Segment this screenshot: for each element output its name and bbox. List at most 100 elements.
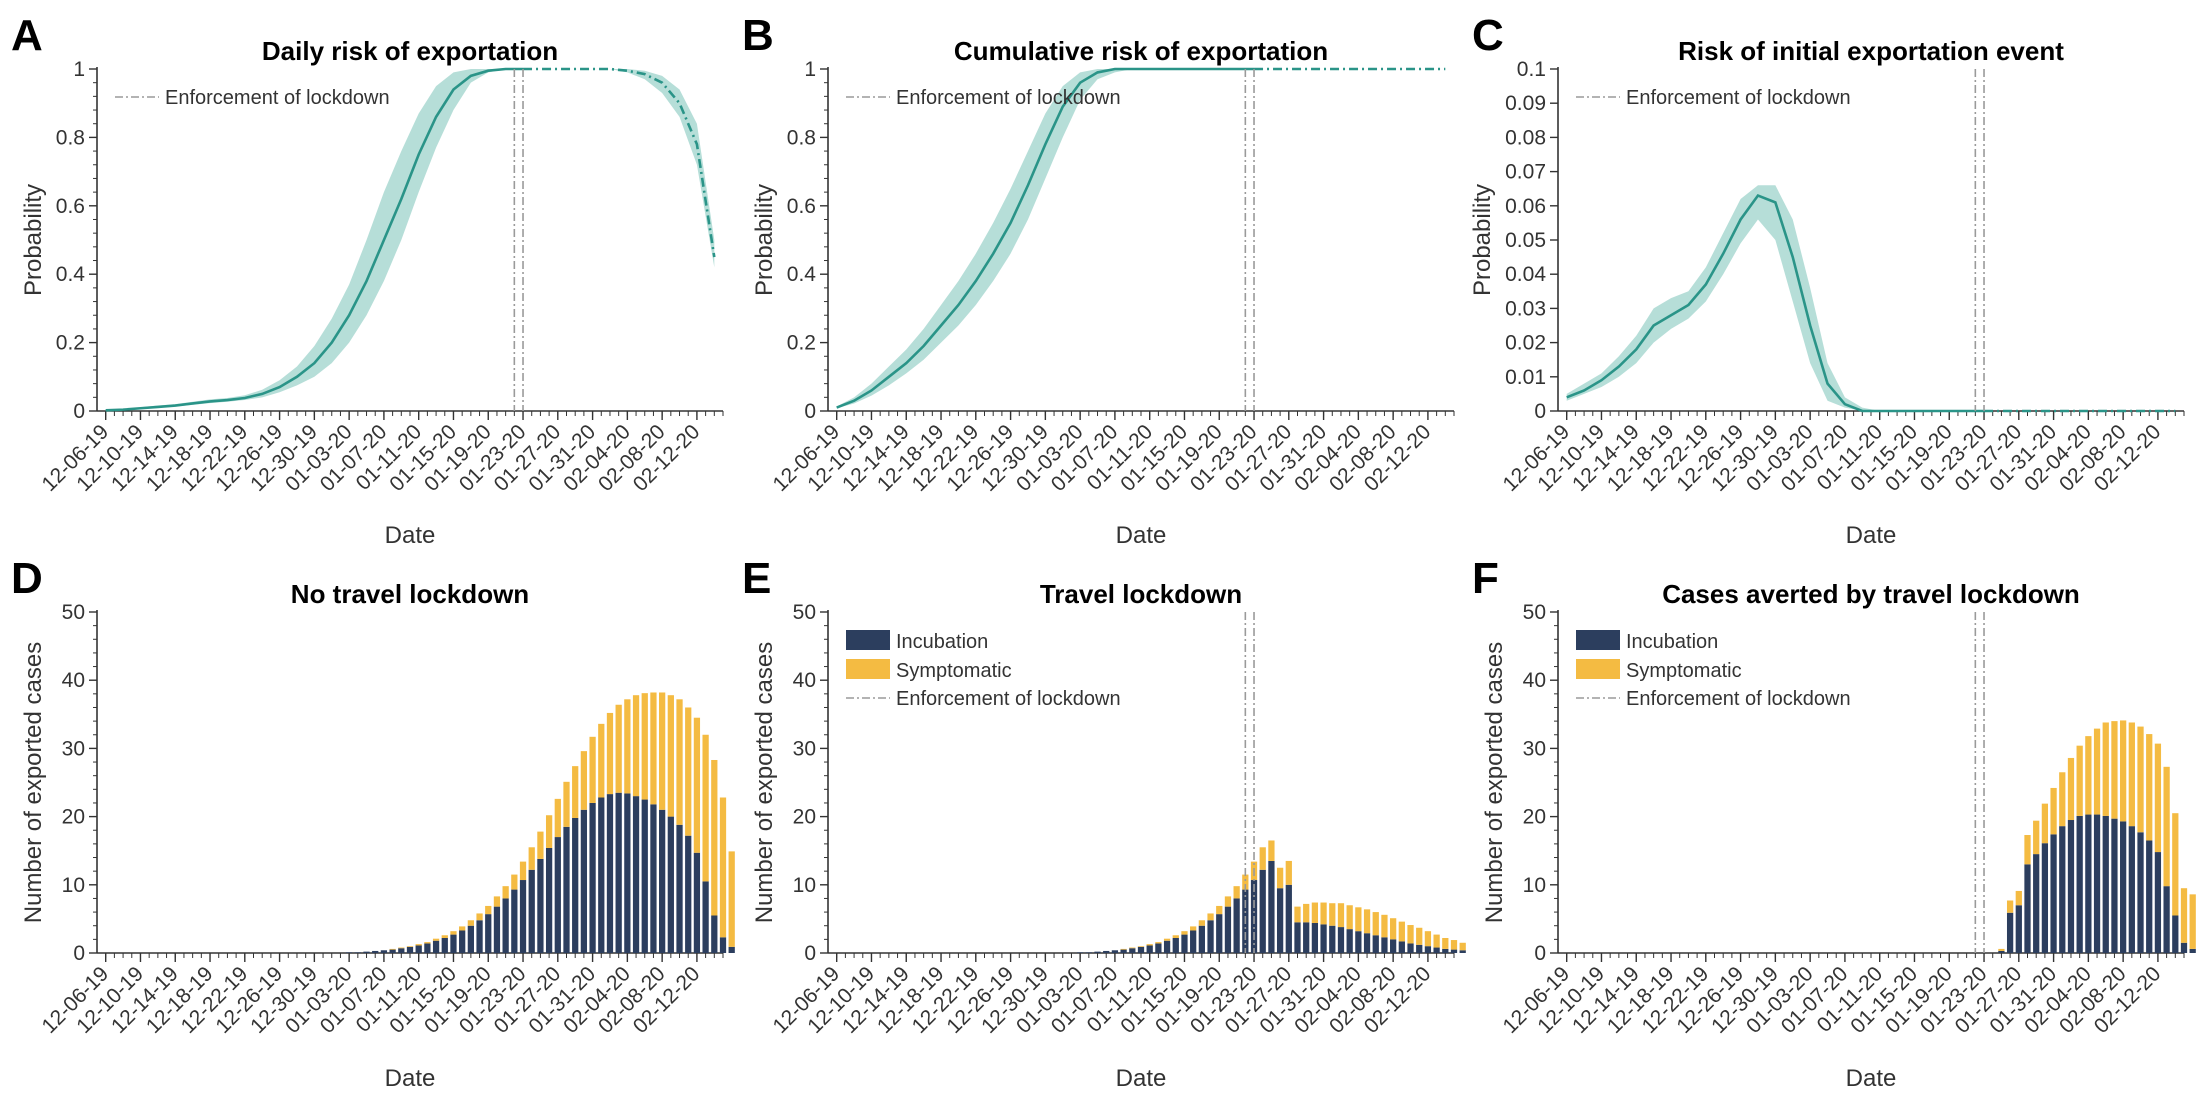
bar-symptomatic bbox=[1450, 940, 1458, 950]
bar-incubation bbox=[2059, 826, 2066, 953]
bar-incubation bbox=[2137, 832, 2144, 953]
bar-symptomatic bbox=[1346, 905, 1353, 930]
bar-incubation bbox=[1459, 950, 1466, 953]
bar-incubation bbox=[1355, 931, 1362, 953]
bar-incubation bbox=[1259, 869, 1266, 953]
bar-incubation bbox=[1416, 944, 1423, 953]
y-tick-label: 0.4 bbox=[56, 263, 86, 286]
bar-incubation bbox=[1329, 925, 1336, 953]
bar-symptomatic bbox=[415, 944, 422, 946]
bar-symptomatic bbox=[632, 695, 640, 797]
bar-incubation bbox=[2041, 843, 2049, 953]
bar-symptomatic bbox=[1363, 909, 1371, 934]
bar-symptomatic bbox=[1198, 920, 1205, 926]
bar-symptomatic bbox=[528, 847, 535, 870]
y-tick-label: 10 bbox=[1523, 874, 1546, 897]
bar-incubation bbox=[1998, 950, 2005, 953]
y-tick-label: 0.06 bbox=[1505, 195, 1546, 218]
y-tick-label: 0 bbox=[804, 942, 816, 965]
bar-incubation bbox=[2085, 814, 2092, 953]
bar-symptomatic bbox=[1207, 913, 1214, 921]
bar-incubation bbox=[545, 847, 553, 953]
bar-incubation bbox=[719, 937, 727, 953]
panel-f: F Cases averted by travel lockdown 0 10 20 30… bbox=[1472, 554, 2196, 1092]
y-tick-label: 30 bbox=[62, 737, 85, 760]
bar-symptomatic bbox=[1381, 914, 1388, 938]
bar-incubation bbox=[424, 943, 431, 953]
y-axis-label: Number of exported cases bbox=[751, 642, 778, 923]
bar-symptomatic bbox=[2093, 728, 2101, 815]
bar-incubation bbox=[1433, 947, 1440, 953]
bar-incubation bbox=[346, 952, 353, 953]
bar-incubation bbox=[1381, 937, 1388, 953]
bar-incubation bbox=[1294, 922, 1301, 953]
bar-incubation bbox=[2093, 814, 2101, 953]
x-axis-label: Date bbox=[1846, 1065, 1897, 1092]
bar-incubation bbox=[1276, 888, 1284, 953]
bar-incubation bbox=[1442, 948, 1449, 953]
bar-incubation bbox=[1233, 898, 1240, 953]
bar-symptomatic bbox=[2189, 894, 2196, 949]
bar-incubation bbox=[1346, 929, 1353, 953]
bar-symptomatic bbox=[1424, 931, 1432, 947]
bar-incubation bbox=[1337, 927, 1345, 953]
bar-symptomatic bbox=[1390, 918, 1397, 940]
panel-letter: E bbox=[742, 554, 771, 603]
bar-incubation bbox=[624, 793, 631, 953]
bar-incubation bbox=[2050, 834, 2057, 953]
bar-incubation bbox=[432, 940, 440, 953]
bar-symptomatic bbox=[1190, 926, 1197, 931]
bar-incubation bbox=[2015, 905, 2022, 953]
y-tick-label: 0.09 bbox=[1505, 92, 1546, 115]
bar-symptomatic bbox=[2050, 787, 2057, 835]
bar-symptomatic bbox=[398, 947, 405, 949]
chart-title: Cumulative risk of exportation bbox=[954, 36, 1328, 66]
bar-incubation bbox=[606, 794, 614, 953]
bar-incubation bbox=[1268, 860, 1275, 953]
bar-incubation bbox=[598, 797, 605, 953]
bar-incubation bbox=[1390, 939, 1397, 953]
bar-symptomatic bbox=[1163, 938, 1171, 941]
legend-label: Incubation bbox=[896, 631, 988, 653]
x-axis-label: Date bbox=[385, 522, 436, 549]
bar-symptomatic bbox=[502, 886, 509, 899]
y-tick-label: 20 bbox=[62, 806, 85, 829]
bar-symptomatic bbox=[2076, 745, 2083, 816]
bar-symptomatic bbox=[676, 699, 683, 825]
bar-symptomatic bbox=[702, 734, 709, 882]
bar-symptomatic bbox=[1372, 912, 1379, 936]
bar-incubation bbox=[1103, 950, 1110, 953]
bar-incubation bbox=[2111, 818, 2118, 953]
bar-symptomatic bbox=[719, 797, 727, 938]
bar-symptomatic bbox=[606, 712, 614, 795]
bar-symptomatic bbox=[1137, 946, 1145, 947]
bar-symptomatic bbox=[519, 861, 527, 881]
bar-incubation bbox=[406, 946, 414, 953]
legend-label: Incubation bbox=[1626, 631, 1718, 653]
bar-symptomatic bbox=[2006, 900, 2014, 913]
bar-incubation bbox=[1181, 934, 1188, 953]
x-axis-label: Date bbox=[1846, 522, 1897, 549]
bar-incubation bbox=[2033, 854, 2040, 953]
bar-symptomatic bbox=[537, 831, 544, 859]
bar-symptomatic bbox=[589, 736, 596, 803]
bar-incubation bbox=[1372, 935, 1379, 953]
bar-symptomatic bbox=[1259, 847, 1266, 870]
y-tick-label: 40 bbox=[1523, 669, 1546, 692]
bar-incubation bbox=[450, 934, 457, 953]
y-axis-label: Probability bbox=[20, 184, 47, 296]
bar-symptomatic bbox=[2172, 813, 2179, 916]
bar-symptomatic bbox=[2120, 720, 2127, 822]
confidence-band bbox=[1566, 185, 2176, 411]
bar-incubation bbox=[2006, 912, 2014, 953]
y-tick-label: 0 bbox=[73, 942, 85, 965]
bar-symptomatic bbox=[1433, 934, 1440, 948]
bar-incubation bbox=[398, 948, 405, 953]
bar-symptomatic bbox=[693, 717, 701, 853]
y-tick-label: 0.4 bbox=[787, 263, 817, 286]
bar-symptomatic bbox=[459, 926, 466, 931]
bar-symptomatic bbox=[432, 938, 440, 941]
bar-symptomatic bbox=[615, 704, 622, 793]
bar-incubation bbox=[2102, 815, 2109, 953]
y-tick-label: 0.2 bbox=[56, 332, 85, 355]
